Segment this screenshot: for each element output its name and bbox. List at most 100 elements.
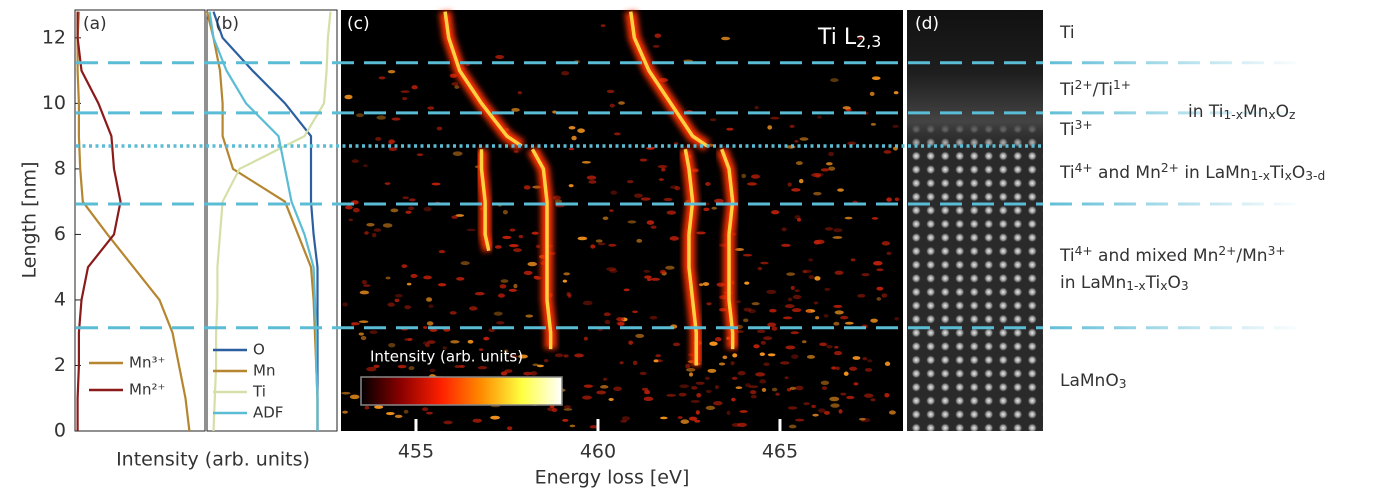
speckle	[785, 345, 796, 350]
speckle	[577, 236, 588, 241]
speckle	[794, 140, 799, 143]
speckle	[639, 371, 647, 376]
speckle	[632, 310, 638, 314]
speckle	[628, 340, 634, 345]
speckle	[861, 273, 870, 277]
speckle	[771, 210, 780, 215]
speckle	[609, 209, 614, 212]
speckle	[503, 349, 509, 354]
legend-label: O	[253, 341, 265, 359]
speckle	[802, 269, 812, 273]
speckle	[805, 309, 816, 313]
speckle	[405, 210, 412, 214]
speckle	[590, 244, 596, 249]
speckle	[790, 331, 800, 335]
speckle	[478, 348, 484, 352]
speckle	[609, 103, 615, 108]
speckle	[376, 115, 386, 120]
speckle	[787, 406, 798, 410]
speckle	[450, 340, 460, 344]
speckle	[766, 289, 777, 294]
speckle	[718, 362, 726, 366]
x-axis-label: Intensity (arb. units)	[116, 449, 310, 471]
speckle	[833, 351, 843, 356]
text-part: 4+	[1075, 244, 1093, 258]
speckle	[647, 278, 652, 282]
speckle	[385, 276, 391, 280]
speckle	[438, 250, 446, 254]
speckle	[713, 400, 723, 406]
speckle	[619, 361, 624, 365]
legend-label: Mn³⁺	[129, 354, 165, 372]
speckle	[757, 266, 763, 271]
speckle	[643, 396, 654, 402]
speckle	[691, 386, 698, 390]
speckle	[351, 322, 360, 326]
speckle	[829, 396, 840, 402]
profile-line	[212, 11, 319, 431]
speckle	[552, 195, 561, 201]
speckle	[680, 419, 690, 424]
speckle	[603, 377, 608, 381]
speckle	[649, 315, 658, 320]
speckle	[390, 208, 399, 213]
speckle	[568, 147, 575, 151]
speckle	[640, 197, 651, 201]
speckle	[834, 345, 839, 349]
speckle	[835, 366, 840, 371]
speckle	[623, 288, 630, 292]
speckle	[659, 269, 666, 275]
speckle	[881, 241, 891, 246]
speckle	[563, 272, 570, 276]
speckle	[788, 424, 797, 429]
speckle	[894, 197, 900, 202]
speckle	[618, 101, 625, 105]
speckle	[451, 215, 459, 219]
speckle	[726, 410, 731, 416]
speckle	[846, 395, 855, 400]
legend-label: Mn	[253, 362, 275, 380]
text-part: Ti	[1269, 163, 1285, 183]
speckle	[364, 405, 370, 410]
speckle	[789, 124, 795, 128]
speckle	[477, 366, 488, 370]
text-part: 1-x	[1224, 108, 1243, 122]
speckle	[523, 185, 531, 190]
speckle	[787, 297, 793, 302]
speckle	[454, 365, 461, 369]
speckle	[787, 182, 792, 187]
speckle	[688, 416, 698, 421]
text-part: 2+	[1218, 244, 1236, 258]
speckle	[767, 322, 777, 327]
text-part: /Mn	[1236, 246, 1267, 266]
speckle	[881, 293, 888, 298]
speckle	[678, 392, 687, 397]
speckle	[508, 288, 517, 292]
speckle	[360, 335, 367, 341]
speckle	[567, 293, 572, 298]
legend-label: ADF	[253, 404, 283, 422]
text-part: in LaMn	[1060, 273, 1126, 293]
speckle	[344, 94, 353, 100]
speckle	[801, 340, 807, 344]
speckle	[873, 261, 883, 266]
speckle	[449, 311, 457, 315]
speckle	[791, 354, 799, 359]
speckle	[784, 376, 789, 380]
speckle	[711, 206, 718, 210]
speckle	[767, 125, 773, 130]
speckle	[563, 408, 573, 411]
speckle	[663, 197, 673, 202]
speckle	[661, 167, 666, 172]
y-tick-label: 0	[54, 420, 66, 442]
text-part: and mixed Mn	[1093, 246, 1219, 266]
speckle	[436, 126, 443, 131]
speckle	[409, 198, 416, 202]
y-axis-label: Length [nm]	[19, 162, 41, 279]
speckle	[823, 313, 829, 318]
speckle	[716, 282, 725, 287]
speckle	[397, 364, 407, 369]
speckle	[850, 258, 856, 262]
speckle	[574, 353, 584, 358]
speckle	[561, 71, 570, 76]
